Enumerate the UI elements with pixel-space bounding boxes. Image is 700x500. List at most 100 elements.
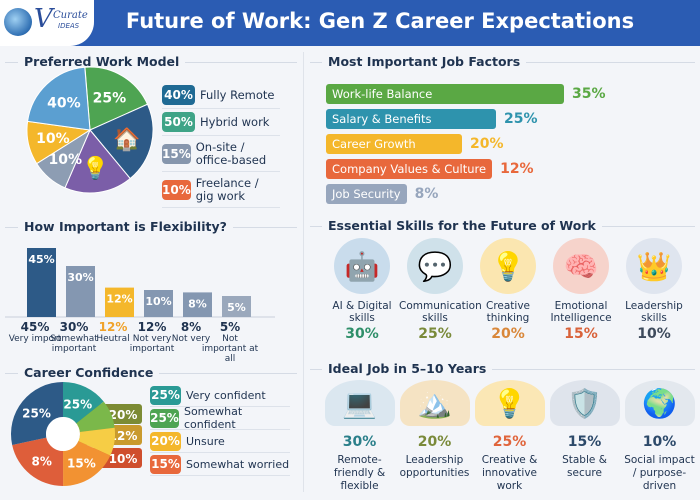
ideal-job-label: Creative & innovative work: [481, 454, 538, 492]
category-label: Very import: [8, 334, 62, 344]
pie-slice-label: 40%: [47, 95, 81, 111]
skill-item: 💬 Communication skills 25%: [399, 238, 482, 342]
chat-bubbles-icon: 💬: [407, 238, 463, 294]
ideal-job-item: 🛡️ 15% Stable & secure: [547, 380, 622, 493]
skill-value: 30%: [345, 326, 379, 342]
legend-value: 20%: [150, 431, 181, 451]
bar: [27, 248, 56, 317]
bar-value-label: 12%: [106, 293, 132, 306]
factor-value: 35%: [572, 85, 606, 102]
factor-bar: Company Values & Culture: [326, 158, 493, 179]
legend-label: Very confident: [186, 388, 266, 402]
pie-slice: [84, 66, 149, 131]
factor-row: Company Values & Culture 12%: [326, 156, 691, 181]
donut-slice-label: 8%: [31, 454, 51, 468]
laptop-icon: 💻: [324, 380, 395, 426]
category: 8% Not very: [162, 320, 220, 344]
skill-label: Leadership skills: [625, 300, 683, 324]
ideal-job-label: Social impact / purpose-driven: [624, 454, 695, 492]
section-title-job-factors: Most Important Job Factors: [322, 54, 527, 69]
flexibility-categories: 45% Very import 30% Somewhat important 12% He…: [9, 320, 282, 364]
skill-item: 👑 Leadership skills 10%: [618, 238, 690, 342]
donut-slice-label: 25%: [63, 397, 92, 411]
skill-item: 💡 Creative thinking 20%: [472, 238, 544, 342]
bar: [105, 287, 134, 317]
factor-value: 25%: [504, 110, 538, 127]
legend-label: Unsure: [186, 434, 225, 448]
legend-item: 40% Fully Remote: [162, 82, 280, 109]
brain-heart-icon: 🧠: [553, 238, 609, 294]
legend-label: Somewhat confident: [183, 405, 243, 431]
section-title-career-confidence: Career Confidence: [18, 365, 160, 380]
job-factors-chart: Work-life Balance 35% Salary & Benefits 25%…: [326, 81, 691, 206]
factor-value: 12%: [500, 160, 534, 177]
legend-item: 25% Somewhat confident: [150, 405, 290, 431]
skill-value: 15%: [564, 326, 598, 342]
globe-icon: [4, 8, 32, 36]
section-title-ideal-job: Ideal Job in 5–10 Years: [322, 361, 493, 376]
skill-item: 🧠 Emotional Intelligence 15%: [545, 238, 617, 342]
category-pct: 30%: [59, 320, 89, 334]
donut-slice: [12, 437, 64, 486]
category: 45% Very import: [6, 320, 64, 344]
legend-label: Freelance / gig work: [195, 175, 259, 203]
bar-value-label: 30%: [67, 271, 93, 284]
section-title-work-model: Preferred Work Model: [18, 54, 186, 69]
logo-text: Curate: [53, 10, 88, 21]
shield-check-icon: 🛡️: [549, 380, 620, 426]
donut-slice: [63, 382, 104, 424]
legend-value: 25%: [150, 408, 179, 428]
legend-item: 25% Very confident: [150, 384, 290, 407]
factor-row: Job Security 8%: [326, 181, 691, 206]
legend-value: 10%: [162, 179, 191, 200]
category-label: Not important at all: [201, 334, 259, 364]
donut-slice: [78, 427, 115, 456]
legend-value: 40%: [162, 85, 195, 105]
logo-text-sub: IDEAS: [58, 22, 80, 30]
ideal-job-label: Stable & secure: [562, 454, 607, 479]
ideal-job-label: Leadership opportunities: [399, 454, 470, 479]
robot-icon: 🤖: [334, 238, 390, 294]
legend-item: 20% Unsure: [150, 430, 290, 453]
bar: [183, 292, 212, 317]
category: 12% Not very important: [123, 320, 181, 354]
category-pct: 5%: [219, 320, 241, 334]
career-confidence-legend: 25% Very confident 25% Somewhat confident 20…: [150, 384, 290, 476]
factor-bar: Job Security: [326, 183, 407, 204]
ideal-job-item: 💻 30% Remote-friendly & flexible: [322, 380, 397, 493]
ideal-job-list: 💻 30% Remote-friendly & flexible 🏔️ 20% Leade…: [322, 380, 697, 493]
donut-slice: [10, 382, 63, 445]
factor-row: Career Growth 20%: [326, 131, 691, 156]
bar: [222, 296, 251, 317]
globe-heart-icon: 🌍: [624, 380, 695, 426]
skill-label: Emotional Intelligence: [550, 300, 612, 324]
logo-v: V: [34, 4, 53, 34]
category: 30% Somewhat important: [45, 320, 103, 354]
category-pct: 12%: [137, 320, 167, 334]
panel-divider: [303, 52, 304, 492]
donut-slice: [76, 401, 115, 432]
legend-item: 50% Hybrid work: [162, 109, 280, 136]
donut-slice-label: 25%: [22, 407, 51, 421]
skill-item: 🤖 AI & Digital skills 30%: [326, 238, 398, 342]
skill-label: Creative thinking: [485, 300, 531, 324]
legend-item: 10% Freelance / gig work: [162, 172, 280, 208]
ideal-job-value: 10%: [642, 434, 677, 450]
category-label: Somewhat important: [50, 334, 98, 354]
category: 5% Not important at all: [201, 320, 259, 364]
factor-bar: Work-life Balance: [326, 83, 564, 104]
work-model-legend: 40% Fully Remote 50% Hybrid work 15% On-site …: [162, 82, 280, 208]
career-confidence-donut: 20% 12% 10% 25% 15% 8% 25%: [10, 382, 142, 486]
house-icon: 🏠: [113, 127, 140, 153]
ideal-job-value: 15%: [567, 434, 602, 450]
page-title: Future of Work: Gen Z Career Expectation…: [125, 9, 635, 33]
donut-slice: [63, 441, 111, 486]
category-pct: 8%: [180, 320, 202, 334]
lightbulb-icon: 💡: [474, 380, 545, 426]
bar-value-label: 45%: [28, 253, 54, 266]
category-pct: 12%: [98, 320, 128, 334]
pie-slice: [64, 129, 131, 194]
skill-value: 20%: [491, 326, 525, 342]
ideal-job-item: 🏔️ 20% Leadership opportunities: [397, 380, 472, 493]
legend-label: On-site / office-based: [195, 139, 267, 167]
